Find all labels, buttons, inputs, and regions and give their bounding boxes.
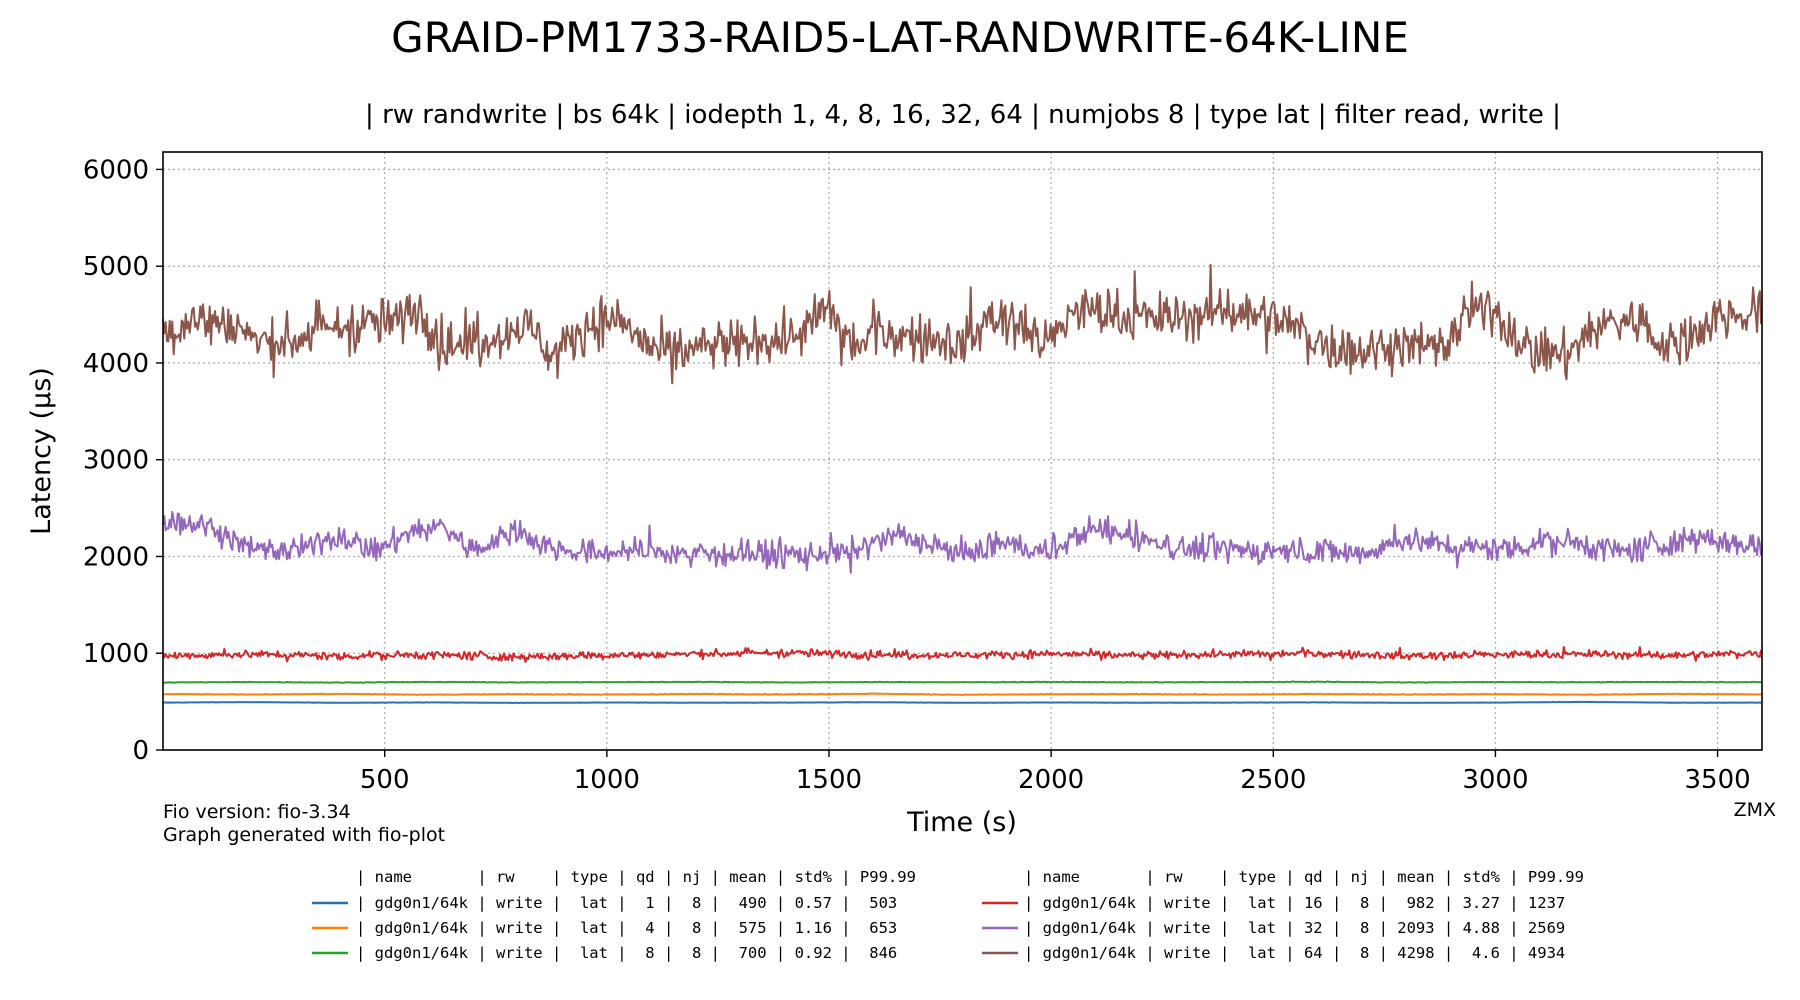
series-line: [163, 680, 1762, 684]
y-tick-label: 1000: [83, 639, 149, 669]
x-axis-ticks: 500 1000 1500 2000 2500 3000 3500: [360, 750, 1751, 795]
series-line: [162, 646, 1763, 663]
legend-entry: | gdg0n1/64k | write | lat | 4 | 8 | 575…: [356, 919, 897, 937]
grid: [163, 152, 1762, 750]
corner-label: ZMX: [1734, 799, 1776, 821]
legend-entry: | gdg0n1/64k | write | lat | 32 | 8 | 20…: [1024, 919, 1565, 937]
legend-header-left: | name | rw | type | qd | nj | mean | st…: [356, 868, 916, 886]
y-tick-label: 4000: [83, 349, 149, 379]
plot-frame: [162, 151, 1763, 751]
x-tick-label: 500: [360, 765, 410, 795]
y-tick-label: 6000: [83, 155, 149, 185]
x-tick-label: 3500: [1684, 765, 1750, 795]
series-line: [163, 700, 1762, 704]
fio-version-note: Fio version: fio-3.34: [163, 801, 351, 823]
legend-header-right: | name | rw | type | qd | nj | mean | st…: [1024, 868, 1584, 886]
y-tick-label: 0: [132, 736, 149, 766]
legend: | name | rw | type | qd | nj | mean | st…: [312, 868, 1584, 962]
x-axis-label: Time (s): [906, 807, 1017, 838]
chart-title: GRAID-PM1733-RAID5-LAT-RANDWRITE-64K-LIN…: [391, 13, 1409, 62]
y-tick-label: 3000: [83, 446, 149, 476]
chart-subtitle: | rw randwrite | bs 64k | iodepth 1, 4, …: [365, 100, 1561, 130]
x-tick-label: 1000: [574, 765, 640, 795]
y-tick-label: 2000: [83, 542, 149, 572]
series-line: [162, 510, 1763, 574]
series-lines: [162, 263, 1763, 704]
legend-entry: | gdg0n1/64k | write | lat | 1 | 8 | 490…: [356, 894, 897, 912]
x-tick-label: 3000: [1462, 765, 1528, 795]
legend-entry: | gdg0n1/64k | write | lat | 16 | 8 | 98…: [1024, 894, 1565, 912]
series-line: [162, 263, 1763, 385]
fio-plot-note: Graph generated with fio-plot: [163, 824, 445, 846]
y-axis-ticks: 0 1000 2000 3000 4000 5000 6000: [83, 155, 163, 766]
legend-entry: | gdg0n1/64k | write | lat | 8 | 8 | 700…: [356, 944, 897, 962]
x-tick-label: 2000: [1018, 765, 1084, 795]
y-axis-label: Latency (µs): [26, 367, 57, 535]
x-tick-label: 2500: [1240, 765, 1306, 795]
y-tick-label: 5000: [83, 252, 149, 282]
series-line: [162, 692, 1762, 697]
legend-entry: | gdg0n1/64k | write | lat | 64 | 8 | 42…: [1024, 944, 1565, 962]
x-tick-label: 1500: [796, 765, 862, 795]
